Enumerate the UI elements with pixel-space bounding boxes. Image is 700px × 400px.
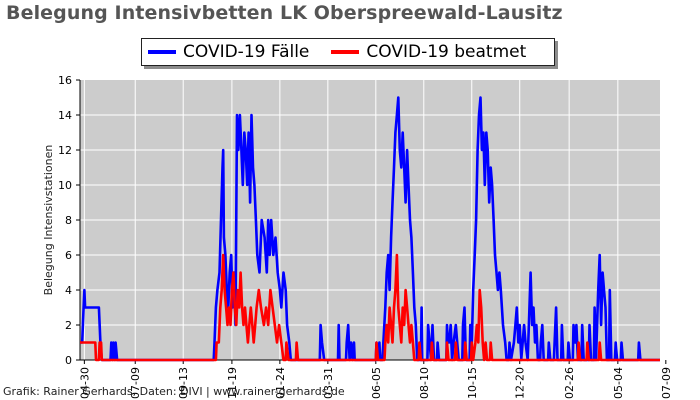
x-tick-label: 07-09 [129,367,142,399]
x-tick-label: 01-24 [274,367,287,399]
legend-swatch-faelle [148,50,176,54]
y-axis-label: Belegung Intensivstationen [42,145,55,296]
y-tick-label: 14 [58,109,72,122]
x-tick-label: 02-26 [563,367,576,399]
legend-label-faelle: COVID-19 Fälle [183,42,310,62]
y-tick-label: 6 [65,249,72,262]
y-tick-label: 2 [65,319,72,332]
y-tick-label: 12 [58,144,72,157]
y-tick-label: 0 [65,354,72,367]
x-tick-label: 07-09 [660,367,673,399]
x-tick-label: 12-20 [514,367,527,399]
legend-swatch-beatmet [331,50,360,54]
x-tick-label: 04-30 [78,367,91,399]
legend-item-beatmet: COVID-19 beatmet [331,42,526,62]
y-tick-label: 16 [58,74,72,87]
x-tick-label: 06-05 [370,367,383,399]
legend-item-faelle: COVID-19 Fälle [148,42,309,62]
series-layer [80,96,660,362]
credit-text: Grafik: Rainer Gerhards, Daten: DIVI | w… [3,385,345,398]
legend: COVID-19 Fälle COVID-19 beatmet [141,38,555,66]
chart-title: Belegung Intensivbetten LK Oberspreewald… [6,2,563,24]
y-tick-label: 8 [65,214,72,227]
x-tick-label: 09-13 [177,367,190,399]
legend-label-beatmet: COVID-19 beatmet [366,42,527,62]
axes: 0 2 4 6 8 10 12 14 16 04-30 07-09 09-13 11-19 01-24 03… [58,74,673,399]
x-tick-label: 05-04 [612,367,625,399]
x-tick-label: 10-15 [466,367,479,399]
y-tick-label: 10 [58,179,72,192]
series-line-1 [80,253,660,362]
x-tick-label: 11-19 [226,367,239,399]
y-tick-label: 4 [65,284,72,297]
x-tick-label: 08-10 [418,367,431,399]
x-tick-label: 03-31 [322,367,335,399]
